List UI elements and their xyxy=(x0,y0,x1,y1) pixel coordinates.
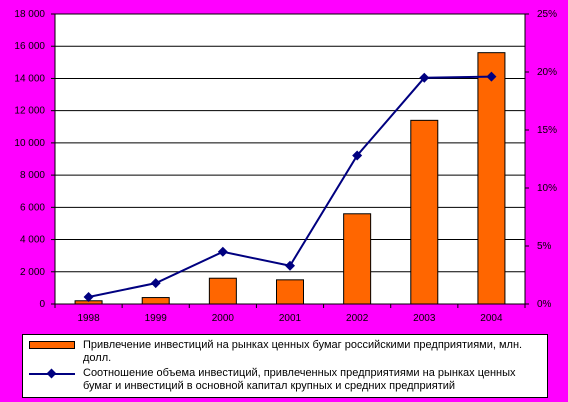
right-tick-label: 5% xyxy=(537,241,552,252)
left-tick-label: 14 000 xyxy=(14,73,45,84)
right-tick-label: 20% xyxy=(537,67,557,78)
line-series xyxy=(83,71,497,303)
left-tick-label: 12 000 xyxy=(14,106,45,117)
right-tick-label: 10% xyxy=(537,183,557,194)
x-tick-label: 2000 xyxy=(212,313,235,324)
x-tick-label: 2003 xyxy=(413,313,436,324)
legend: Привлечение инвестиций на рынках ценных … xyxy=(22,334,548,398)
bar-series xyxy=(74,52,506,305)
legend-item-line: Соотношение объема инвестиций, привлечен… xyxy=(29,367,541,393)
right-tick-label: 15% xyxy=(537,125,557,136)
left-tick-label: 2 000 xyxy=(20,267,45,278)
line-point xyxy=(150,278,161,289)
line-point xyxy=(419,72,430,83)
x-tick-label: 1998 xyxy=(77,313,100,324)
line-point xyxy=(486,71,497,82)
line-point xyxy=(217,246,228,257)
left-tick-label: 8 000 xyxy=(20,170,45,181)
x-axis: 1998 1999 2000 2001 2002 2003 2004 xyxy=(54,304,526,324)
bar xyxy=(208,277,237,305)
x-tick-label: 2001 xyxy=(279,313,302,324)
left-tick-label: 10 000 xyxy=(14,138,45,149)
bar xyxy=(410,119,439,305)
line-point xyxy=(83,292,94,303)
plot-area xyxy=(54,13,526,305)
legend-label-bars: Привлечение инвестиций на рынках ценных … xyxy=(83,339,523,364)
grid-lines xyxy=(55,45,525,273)
x-tick-label: 2004 xyxy=(480,313,503,324)
left-tick-label: 0 xyxy=(39,299,45,310)
left-tick-label: 16 000 xyxy=(14,41,45,52)
bar xyxy=(343,213,372,305)
line-point xyxy=(285,260,295,271)
legend-bar-swatch xyxy=(29,339,79,352)
x-tick-label: 2002 xyxy=(346,313,369,324)
left-tick-label: 18 000 xyxy=(14,9,45,20)
right-axis: 0% 5% 10% 15% 20% 25% xyxy=(525,9,557,310)
right-tick-label: 25% xyxy=(537,9,557,20)
left-axis: 0 2 000 4 000 6 000 8 000 10 000 12 000 14 000 1… xyxy=(14,9,55,310)
left-tick-label: 4 000 xyxy=(20,235,45,246)
left-tick-label: 6 000 xyxy=(20,202,45,213)
right-tick-label: 0% xyxy=(537,299,552,310)
line-point xyxy=(352,150,363,161)
legend-line-swatch xyxy=(29,367,79,380)
legend-item-bars: Привлечение инвестиций на рынках ценных … xyxy=(29,339,541,365)
bar xyxy=(276,279,304,305)
x-tick-label: 1999 xyxy=(145,313,168,324)
bar xyxy=(141,297,170,305)
legend-label-line: Соотношение объема инвестиций, привлечен… xyxy=(83,367,516,392)
bar xyxy=(477,52,506,305)
